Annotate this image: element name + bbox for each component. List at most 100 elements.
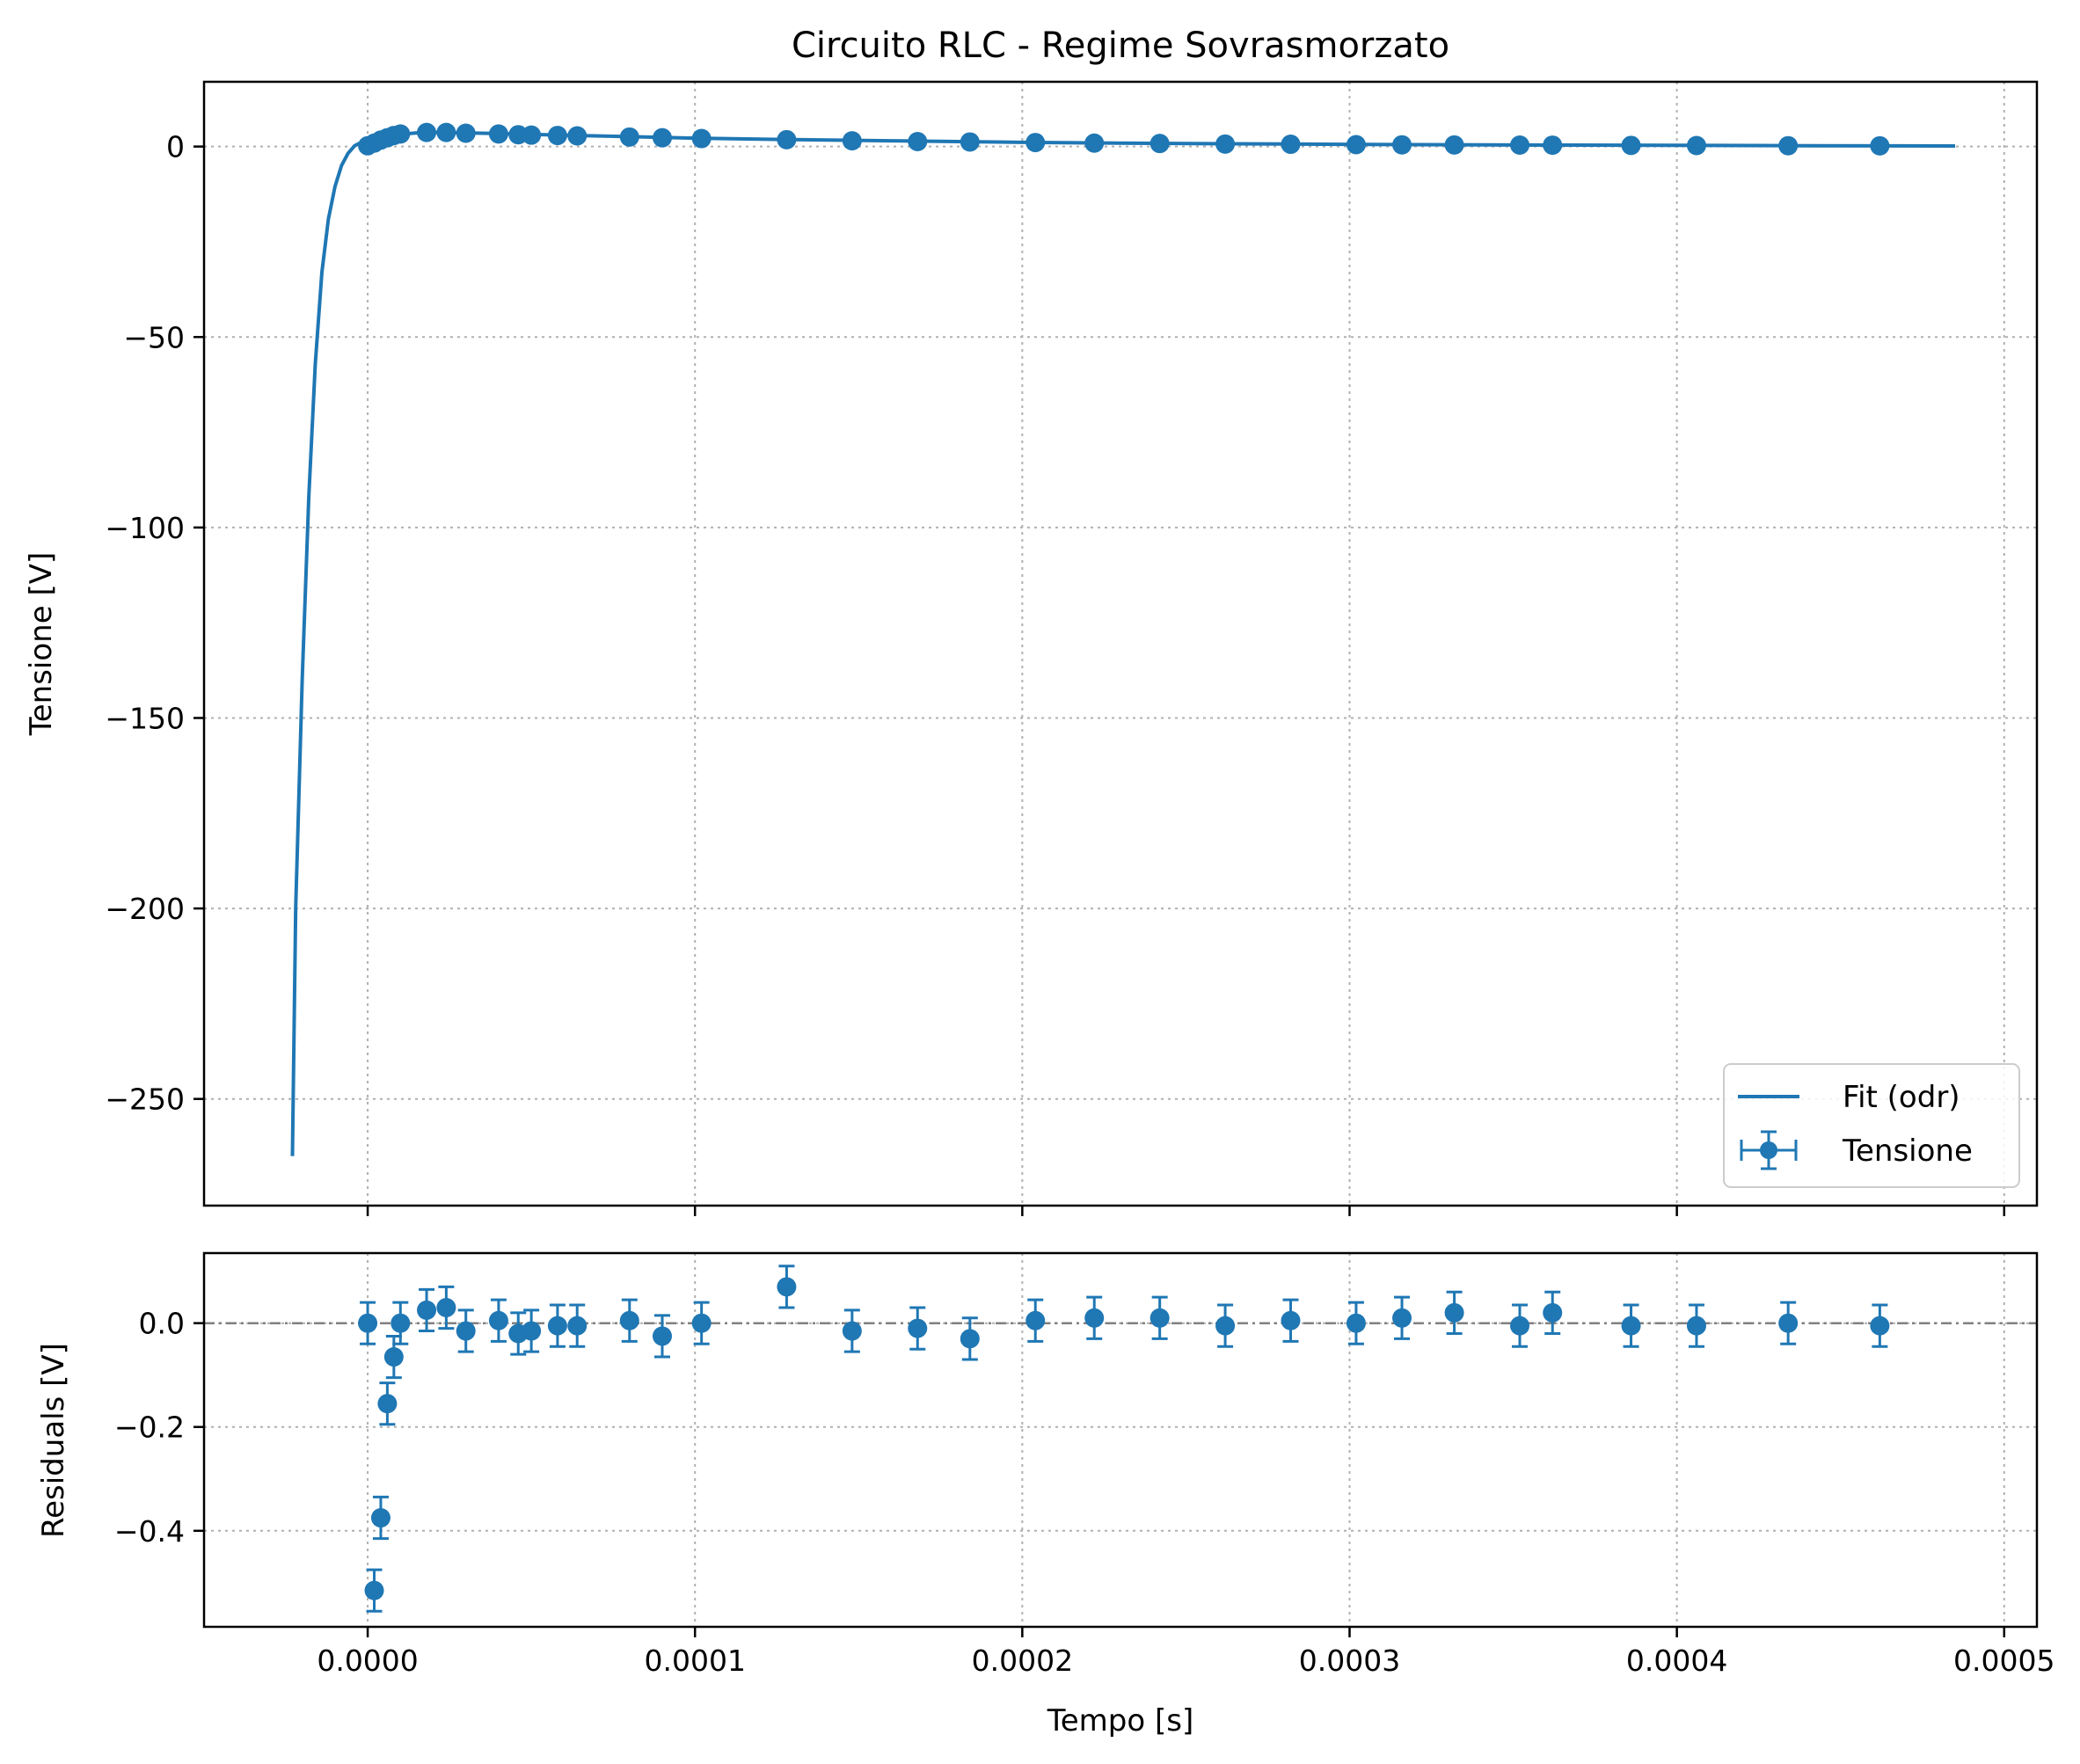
data-marker	[547, 1316, 567, 1336]
data-marker	[908, 132, 928, 152]
residuals-data-point	[436, 1285, 456, 1330]
data-marker	[1149, 1308, 1170, 1328]
residuals-data-point	[358, 1301, 378, 1345]
voltage-series	[290, 122, 1956, 1156]
voltage-data-point	[619, 127, 639, 147]
voltage-data-point	[908, 132, 928, 152]
residuals-x-tick-label: 0.0004	[1626, 1644, 1727, 1678]
data-marker	[1025, 133, 1046, 153]
data-marker	[436, 122, 456, 142]
voltage-data-point	[1215, 134, 1236, 154]
data-marker	[1621, 1316, 1641, 1336]
data-marker	[1392, 135, 1412, 155]
data-marker	[1444, 135, 1464, 155]
data-marker	[390, 1313, 411, 1333]
residuals-data-point	[1025, 1298, 1046, 1343]
residuals-x-axis-label: Tempo [s]	[1047, 1703, 1193, 1738]
data-marker	[1870, 135, 1890, 156]
residuals-data-point	[567, 1303, 588, 1348]
data-marker	[960, 132, 980, 152]
voltage-data-point	[1281, 135, 1301, 155]
residuals-y-tick-label: 0.0	[139, 1307, 185, 1341]
residuals-data-point	[417, 1287, 437, 1333]
residuals-data-point	[653, 1314, 672, 1359]
voltage-data-point	[456, 123, 476, 143]
voltage-data-point	[567, 126, 588, 146]
data-marker	[377, 1394, 398, 1414]
data-marker	[1510, 135, 1530, 156]
residuals-panel: 0.0000 0.0001 0.0002 0.0003 0.0004 0.0005 0.0…	[36, 1251, 2055, 1738]
voltage-data-point	[1149, 134, 1170, 154]
data-marker	[1510, 1316, 1530, 1336]
data-marker	[691, 1313, 712, 1333]
data-marker	[691, 128, 712, 149]
data-marker	[567, 1316, 588, 1336]
voltage-data-point	[1084, 133, 1105, 153]
voltage-plot-frame	[202, 80, 2039, 1207]
residuals-y-tick-label: −0.4	[114, 1514, 185, 1549]
residuals-data-point	[1149, 1295, 1170, 1340]
voltage-data-point	[547, 126, 567, 146]
data-marker	[653, 1326, 672, 1346]
residuals-data-point	[960, 1316, 980, 1361]
residuals-x-tick-label: 0.0001	[644, 1644, 745, 1678]
residuals-data-point	[1281, 1298, 1301, 1343]
voltage-data-point	[390, 124, 411, 144]
residuals-data-point	[1444, 1290, 1464, 1335]
voltage-data-point	[1392, 135, 1412, 155]
residuals-data-point	[1686, 1303, 1706, 1348]
voltage-y-tick-label: −250	[105, 1082, 185, 1117]
data-marker	[908, 1318, 928, 1338]
voltage-y-tick-label: 0	[166, 130, 185, 164]
data-marker	[1149, 134, 1170, 154]
voltage-data-point	[653, 128, 672, 148]
residuals-data-point	[691, 1301, 712, 1345]
voltage-data-point	[777, 129, 797, 149]
data-marker	[390, 124, 411, 144]
data-marker	[358, 1313, 378, 1333]
residuals-data-point	[364, 1568, 384, 1613]
residuals-x-tick-label: 0.0000	[317, 1644, 418, 1678]
residuals-y-ticks: 0.0 −0.2 −0.4	[114, 1307, 204, 1549]
data-marker	[1686, 1316, 1706, 1336]
data-marker	[1543, 1302, 1563, 1323]
voltage-x-ticks	[366, 1206, 2006, 1216]
residuals-data-point	[1084, 1295, 1105, 1340]
data-marker	[619, 1310, 639, 1330]
voltage-data-point	[522, 125, 542, 145]
residuals-data-point	[522, 1308, 542, 1353]
voltage-data-point	[1346, 135, 1366, 155]
residuals-y-tick-label: −0.2	[114, 1410, 185, 1445]
data-marker	[547, 126, 567, 146]
voltage-data-point	[436, 122, 456, 142]
data-marker	[370, 1508, 390, 1528]
data-marker	[364, 1580, 384, 1600]
residuals-x-tick-label: 0.0003	[1299, 1644, 1400, 1678]
voltage-data-point	[1778, 135, 1799, 156]
residuals-data-point	[1392, 1295, 1412, 1340]
chart-title: Circuito RLC - Regime Sovrasmorzato	[792, 26, 1449, 66]
data-marker	[456, 1321, 476, 1341]
residuals-data-point	[390, 1301, 411, 1345]
voltage-data-point	[1621, 135, 1641, 156]
residuals-x-tick-label: 0.0002	[972, 1644, 1073, 1678]
voltage-data-point	[1543, 135, 1563, 156]
voltage-data-point	[1870, 135, 1890, 156]
data-marker	[522, 1321, 542, 1341]
residuals-series	[204, 1265, 2037, 1613]
data-marker	[456, 123, 476, 143]
data-marker	[522, 125, 542, 145]
fit-curve	[290, 130, 1956, 1156]
data-marker	[488, 1310, 508, 1330]
data-marker	[1543, 135, 1563, 156]
data-marker	[436, 1297, 456, 1317]
residuals-y-axis-label: Residuals [V]	[36, 1343, 71, 1538]
data-marker	[1084, 133, 1105, 153]
voltage-data-point	[691, 128, 712, 149]
residuals-x-ticks: 0.0000 0.0001 0.0002 0.0003 0.0004 0.0005	[317, 1627, 2055, 1678]
data-marker	[1215, 134, 1236, 154]
data-marker	[417, 122, 437, 142]
residuals-data-point	[488, 1298, 508, 1343]
voltage-y-tick-label: −50	[123, 320, 185, 354]
